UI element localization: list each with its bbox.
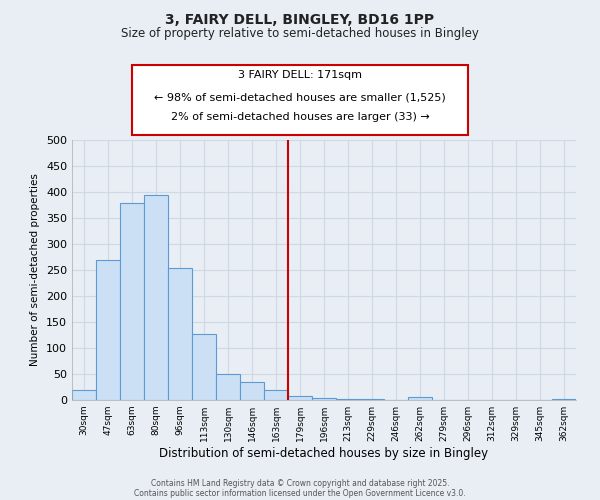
Text: Contains HM Land Registry data © Crown copyright and database right 2025.: Contains HM Land Registry data © Crown c…	[151, 478, 449, 488]
Text: 3, FAIRY DELL, BINGLEY, BD16 1PP: 3, FAIRY DELL, BINGLEY, BD16 1PP	[166, 12, 434, 26]
Text: 2% of semi-detached houses are larger (33) →: 2% of semi-detached houses are larger (3…	[170, 112, 430, 122]
Bar	[168, 268, 192, 400]
Bar	[408, 398, 432, 400]
Text: Size of property relative to semi-detached houses in Bingley: Size of property relative to semi-detach…	[121, 28, 479, 40]
X-axis label: Distribution of semi-detached houses by size in Bingley: Distribution of semi-detached houses by …	[160, 447, 488, 460]
Text: Contains public sector information licensed under the Open Government Licence v3: Contains public sector information licen…	[134, 488, 466, 498]
Bar	[96, 260, 120, 400]
Bar	[192, 334, 216, 400]
Bar	[72, 390, 96, 400]
Bar	[336, 399, 360, 400]
Bar	[120, 204, 144, 400]
Text: ← 98% of semi-detached houses are smaller (1,525): ← 98% of semi-detached houses are smalle…	[154, 92, 446, 102]
Bar	[264, 390, 288, 400]
Bar	[144, 194, 168, 400]
Text: 3 FAIRY DELL: 171sqm: 3 FAIRY DELL: 171sqm	[238, 70, 362, 80]
Bar	[288, 396, 312, 400]
Bar	[312, 398, 336, 400]
Bar	[216, 374, 240, 400]
Bar	[240, 382, 264, 400]
Y-axis label: Number of semi-detached properties: Number of semi-detached properties	[31, 174, 40, 366]
